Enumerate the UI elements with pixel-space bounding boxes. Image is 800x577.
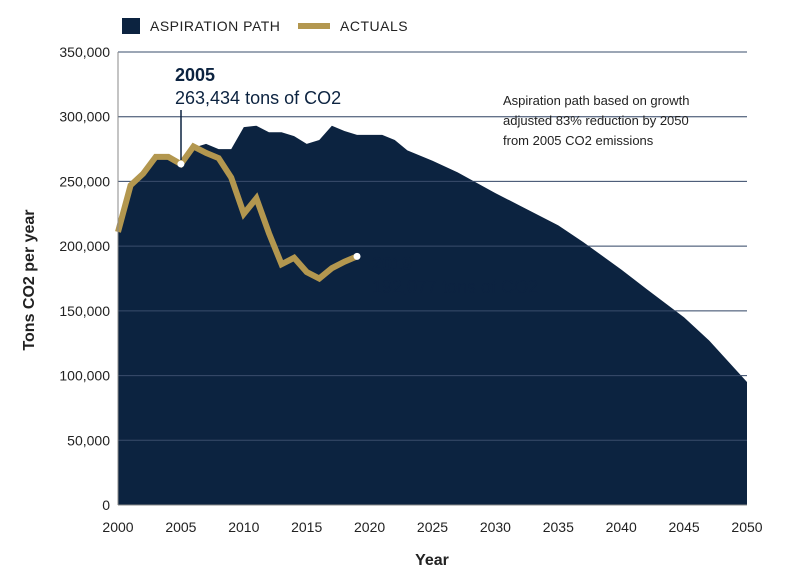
legend-label-aspiration: ASPIRATION PATH <box>150 18 280 34</box>
x-tick-label: 2040 <box>606 519 637 535</box>
y-tick-label: 50,000 <box>67 432 110 448</box>
annotation-2005-text: 263,434 tons of CO2 <box>175 88 341 108</box>
annotation-2019-year: 2019 <box>372 254 412 274</box>
x-tick-label: 2000 <box>102 519 133 535</box>
y-tick-label: 350,000 <box>59 44 110 60</box>
actuals-line <box>115 142 359 283</box>
y-tick-label: 0 <box>102 497 110 513</box>
annotation-2019-text: 192,077 tons of CO2 <box>372 277 538 297</box>
legend-swatch-aspiration <box>122 18 140 34</box>
x-tick-label: 2030 <box>480 519 511 535</box>
y-tick-label: 150,000 <box>59 303 110 319</box>
x-tick-label: 2015 <box>291 519 322 535</box>
x-tick-label: 2010 <box>228 519 259 535</box>
annotation-2005-year: 2005 <box>175 65 215 85</box>
x-tick-label: 2005 <box>165 519 196 535</box>
x-tick-label: 2020 <box>354 519 385 535</box>
y-tick-label: 250,000 <box>59 173 110 189</box>
aspiration-area <box>118 125 747 505</box>
y-tick-label: 100,000 <box>59 368 110 384</box>
x-tick-label: 2035 <box>543 519 574 535</box>
annotation-note-line-3: from 2005 CO2 emissions <box>503 133 654 148</box>
actuals-point-2019 <box>353 252 361 260</box>
x-tick-label: 2045 <box>669 519 700 535</box>
y-tick-label: 300,000 <box>59 109 110 125</box>
annotation-note-line-2: adjusted 83% reduction by 2050 <box>503 113 689 128</box>
y-tick-label: 200,000 <box>59 238 110 254</box>
x-tick-label: 2025 <box>417 519 448 535</box>
x-tick-label: 2050 <box>731 519 762 535</box>
x-axis-label: Year <box>415 552 449 569</box>
y-axis-label: Tons CO2 per year <box>21 209 38 350</box>
annotation-note-line-1: Aspiration path based on growth <box>503 93 689 108</box>
actuals-point-2005 <box>177 160 185 168</box>
legend-label-actuals: ACTUALS <box>340 18 408 34</box>
